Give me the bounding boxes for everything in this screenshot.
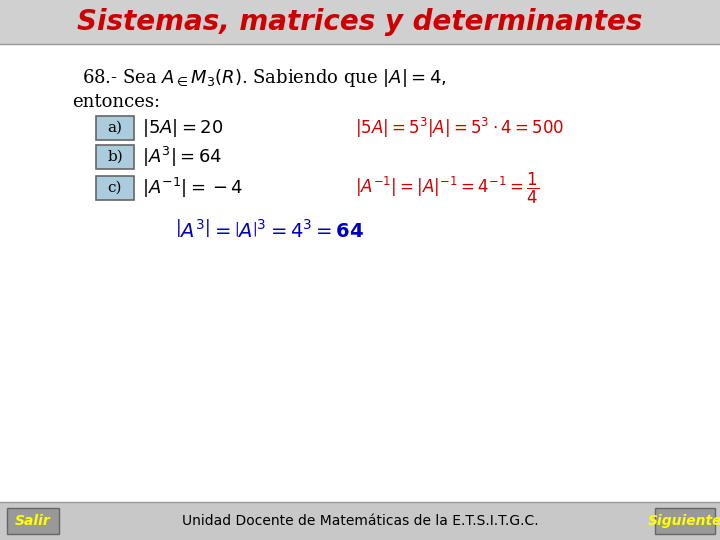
FancyBboxPatch shape [7, 508, 59, 534]
Bar [0, 502, 720, 540]
Text: a): a) [107, 121, 122, 135]
Text: $\left|A^{3}\right| = \left|A\right|^{3} = 4^{3} = \mathbf{64}$: $\left|A^{3}\right| = \left|A\right|^{3}… [175, 219, 364, 241]
Text: Unidad Docente de Matemáticas de la E.T.S.I.T.G.C.: Unidad Docente de Matemáticas de la E.T.… [181, 514, 539, 528]
Text: $|5A| = 20$: $|5A| = 20$ [142, 117, 223, 139]
FancyBboxPatch shape [96, 176, 134, 200]
Text: Siguiente: Siguiente [648, 514, 720, 528]
Bar [0, 0, 720, 44]
Text: $|A^{3}| = 64$: $|A^{3}| = 64$ [142, 145, 222, 169]
FancyBboxPatch shape [655, 508, 715, 534]
Text: c): c) [108, 181, 122, 195]
Bar [0, 44, 720, 502]
Text: Sistemas, matrices y determinantes: Sistemas, matrices y determinantes [77, 8, 643, 36]
Text: b): b) [107, 150, 123, 164]
Text: $|A^{-1}| = |A|^{-1} = 4^{-1} = \dfrac{1}{4}$: $|A^{-1}| = |A|^{-1} = 4^{-1} = \dfrac{1… [355, 171, 539, 206]
FancyBboxPatch shape [96, 116, 134, 140]
FancyBboxPatch shape [96, 145, 134, 169]
Text: $|A^{-1}| = -4$: $|A^{-1}| = -4$ [142, 176, 243, 200]
Text: entonces:: entonces: [72, 93, 160, 111]
Text: 68.- Sea $A_{\in}M_{3}(R)$. Sabiendo que $|A|=4,$: 68.- Sea $A_{\in}M_{3}(R)$. Sabiendo que… [82, 67, 446, 89]
Text: Salir: Salir [15, 514, 51, 528]
Text: $|5A| = 5^{3}|A| = 5^{3} \cdot 4 = 500$: $|5A| = 5^{3}|A| = 5^{3} \cdot 4 = 500$ [355, 116, 564, 140]
